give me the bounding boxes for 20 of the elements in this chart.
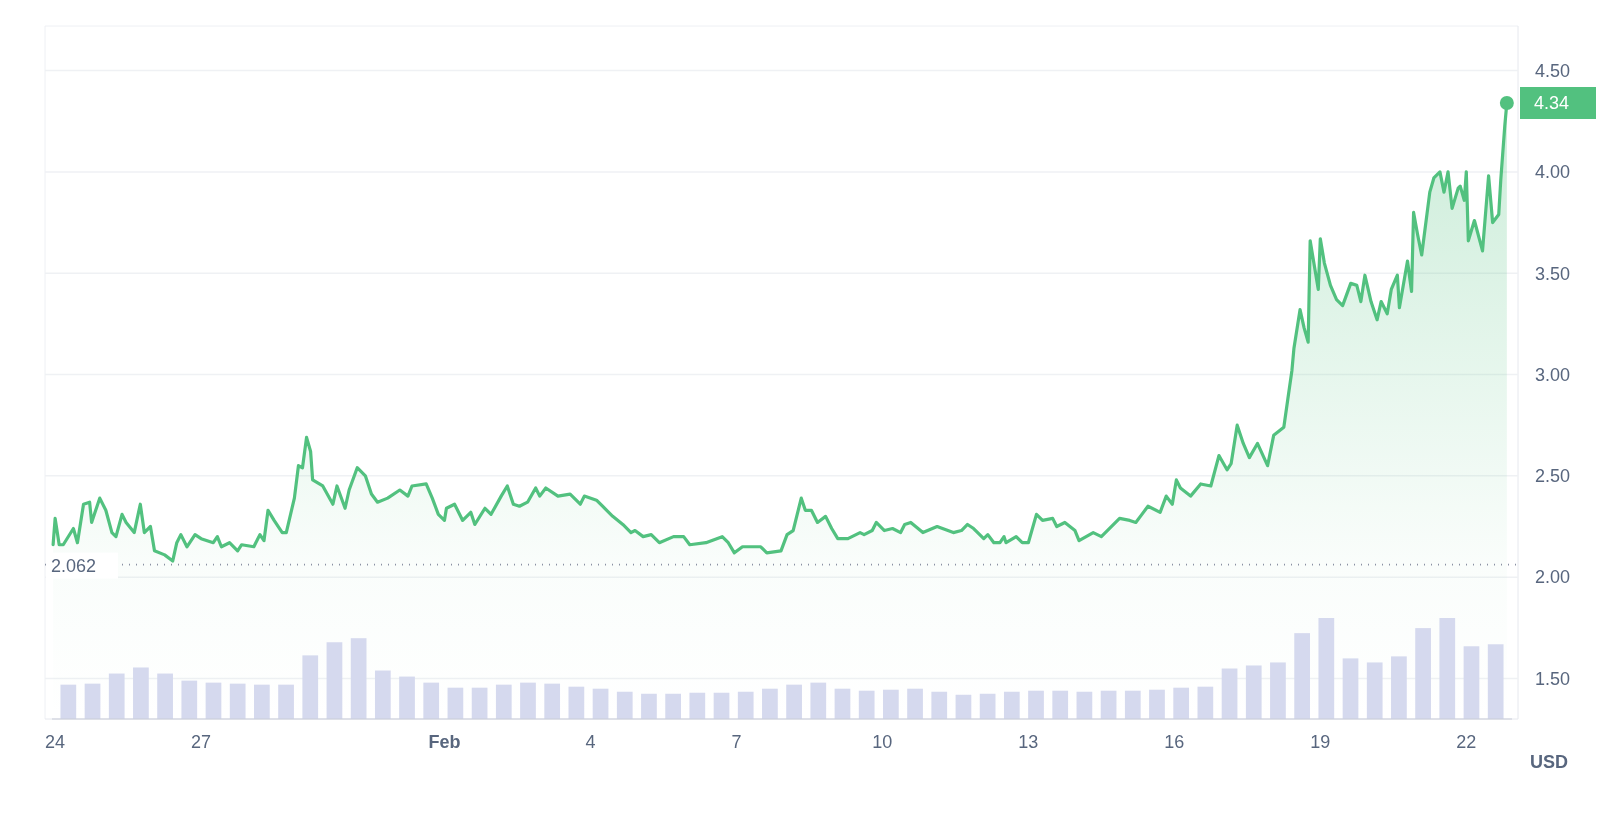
- x-tick-label: 19: [1310, 732, 1331, 752]
- ref-line-label: 2.062: [51, 555, 97, 576]
- y-tick-label: 4.00: [1535, 162, 1571, 183]
- y-tick-label: 3.50: [1535, 263, 1571, 284]
- y-tick-label: 1.50: [1535, 668, 1571, 689]
- x-tick-label: 10: [872, 732, 893, 752]
- y-tick-label: 2.00: [1535, 567, 1571, 588]
- y-tick-label: 4.50: [1535, 60, 1571, 81]
- x-tick-label: 24: [45, 732, 66, 752]
- y-tick-label: 3.00: [1535, 364, 1571, 385]
- x-tick-label: Feb: [428, 732, 461, 752]
- x-tick-label: 22: [1456, 732, 1477, 752]
- x-tick-label: 16: [1164, 732, 1185, 752]
- x-tick-label: 27: [191, 732, 212, 752]
- x-tick-label: 7: [731, 732, 742, 752]
- y-tick-label: 2.50: [1535, 466, 1571, 487]
- annotation: 4.34: [1534, 93, 1570, 114]
- x-tick-label: 13: [1018, 732, 1039, 752]
- x-tick-label: 4: [585, 732, 596, 752]
- y-axis-title: USD: [1529, 752, 1568, 772]
